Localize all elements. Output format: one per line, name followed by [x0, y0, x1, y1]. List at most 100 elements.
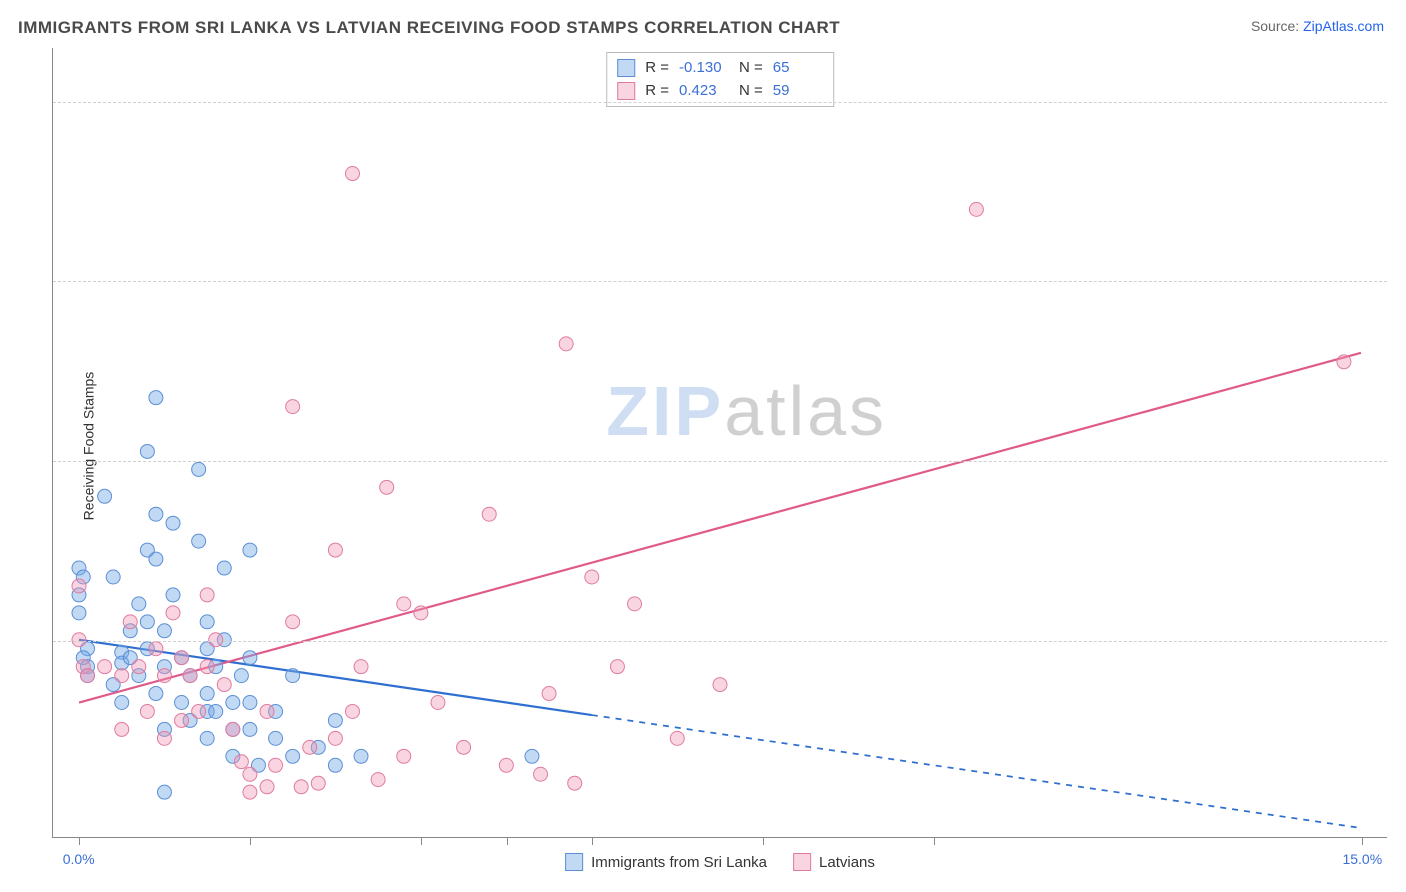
scatter-point: [243, 767, 257, 781]
scatter-point: [294, 780, 308, 794]
scatter-point: [200, 588, 214, 602]
scatter-point: [354, 749, 368, 763]
scatter-point: [1337, 355, 1351, 369]
scatter-point: [286, 749, 300, 763]
scatter-point: [192, 704, 206, 718]
swatch-latvians-icon: [793, 853, 811, 871]
stat-R-label: R =: [645, 57, 669, 80]
source-prefix: Source:: [1251, 18, 1303, 34]
scatter-point: [81, 669, 95, 683]
scatter-point: [140, 444, 154, 458]
plot-area: ZIPatlas R = -0.130 N = 65 R = 0.423 N =…: [52, 48, 1387, 838]
stats-row-1: R = 0.423 N = 59: [617, 80, 823, 103]
scatter-point: [106, 570, 120, 584]
scatter-point: [397, 597, 411, 611]
stats-legend-box: R = -0.130 N = 65 R = 0.423 N = 59: [606, 52, 834, 107]
scatter-point: [568, 776, 582, 790]
stat-N-label: N =: [739, 57, 763, 80]
scatter-point: [243, 651, 257, 665]
scatter-point: [200, 660, 214, 674]
scatter-point: [354, 660, 368, 674]
scatter-point: [628, 597, 642, 611]
x-minor-tick: [250, 837, 251, 845]
scatter-point: [260, 780, 274, 794]
x-minor-tick: [592, 837, 593, 845]
x-minor-tick: [507, 837, 508, 845]
scatter-point: [166, 588, 180, 602]
stat-N-label: N =: [739, 80, 763, 103]
scatter-point: [72, 606, 86, 620]
legend-item-latvians: Latvians: [793, 853, 875, 871]
scatter-point: [192, 534, 206, 548]
scatter-point: [286, 615, 300, 629]
scatter-point: [72, 579, 86, 593]
source-attribution: Source: ZipAtlas.com: [1251, 18, 1384, 34]
scatter-point: [200, 615, 214, 629]
stats-row-0: R = -0.130 N = 65: [617, 57, 823, 80]
x-tick: [79, 837, 80, 845]
scatter-point: [345, 704, 359, 718]
scatter-point: [525, 749, 539, 763]
scatter-point: [380, 480, 394, 494]
stat-N-value-1: 59: [773, 80, 823, 103]
scatter-point: [115, 669, 129, 683]
scatter-point: [157, 624, 171, 638]
scatter-point: [149, 687, 163, 701]
scatter-point: [183, 669, 197, 683]
scatter-point: [243, 543, 257, 557]
x-tick-label: 15.0%: [1342, 851, 1382, 867]
grid-line: [53, 281, 1387, 282]
scatter-point: [328, 731, 342, 745]
scatter-point: [226, 696, 240, 710]
scatter-point: [149, 507, 163, 521]
scatter-point: [192, 462, 206, 476]
legend-label-1: Latvians: [819, 854, 875, 871]
scatter-point: [328, 758, 342, 772]
scatter-point: [234, 755, 248, 769]
scatter-point: [217, 561, 231, 575]
scatter-point: [457, 740, 471, 754]
scatter-point: [243, 785, 257, 799]
scatter-point: [166, 516, 180, 530]
scatter-point: [286, 669, 300, 683]
scatter-point: [269, 731, 283, 745]
x-tick-label: 0.0%: [63, 851, 95, 867]
scatter-point: [534, 767, 548, 781]
scatter-point: [157, 785, 171, 799]
scatter-point: [157, 669, 171, 683]
scatter-point: [132, 660, 146, 674]
scatter-point: [140, 615, 154, 629]
scatter-point: [149, 391, 163, 405]
scatter-point: [243, 722, 257, 736]
grid-line: [53, 641, 1387, 642]
scatter-point: [226, 722, 240, 736]
grid-line: [53, 102, 1387, 103]
scatter-point: [175, 713, 189, 727]
scatter-point: [559, 337, 573, 351]
scatter-point: [397, 749, 411, 763]
source-link[interactable]: ZipAtlas.com: [1303, 18, 1384, 34]
scatter-point: [115, 696, 129, 710]
scatter-point: [149, 552, 163, 566]
scatter-point: [149, 642, 163, 656]
scatter-point: [243, 696, 257, 710]
legend-label-0: Immigrants from Sri Lanka: [591, 854, 767, 871]
scatter-point: [328, 713, 342, 727]
grid-line: [53, 461, 1387, 462]
scatter-point: [166, 606, 180, 620]
chart-title: IMMIGRANTS FROM SRI LANKA VS LATVIAN REC…: [18, 18, 840, 38]
scatter-point: [371, 773, 385, 787]
scatter-point: [200, 687, 214, 701]
legend-item-sri-lanka: Immigrants from Sri Lanka: [565, 853, 767, 871]
plot-container: ZIPatlas R = -0.130 N = 65 R = 0.423 N =…: [52, 48, 1387, 838]
scatter-point: [157, 731, 171, 745]
scatter-point: [98, 660, 112, 674]
swatch-sri-lanka-icon: [565, 853, 583, 871]
legend-bottom: Immigrants from Sri Lanka Latvians: [565, 853, 875, 871]
scatter-point: [98, 489, 112, 503]
scatter-point: [482, 507, 496, 521]
scatter-point: [209, 704, 223, 718]
stat-N-value-0: 65: [773, 57, 823, 80]
swatch-sri-lanka: [617, 59, 635, 77]
swatch-latvians: [617, 82, 635, 100]
